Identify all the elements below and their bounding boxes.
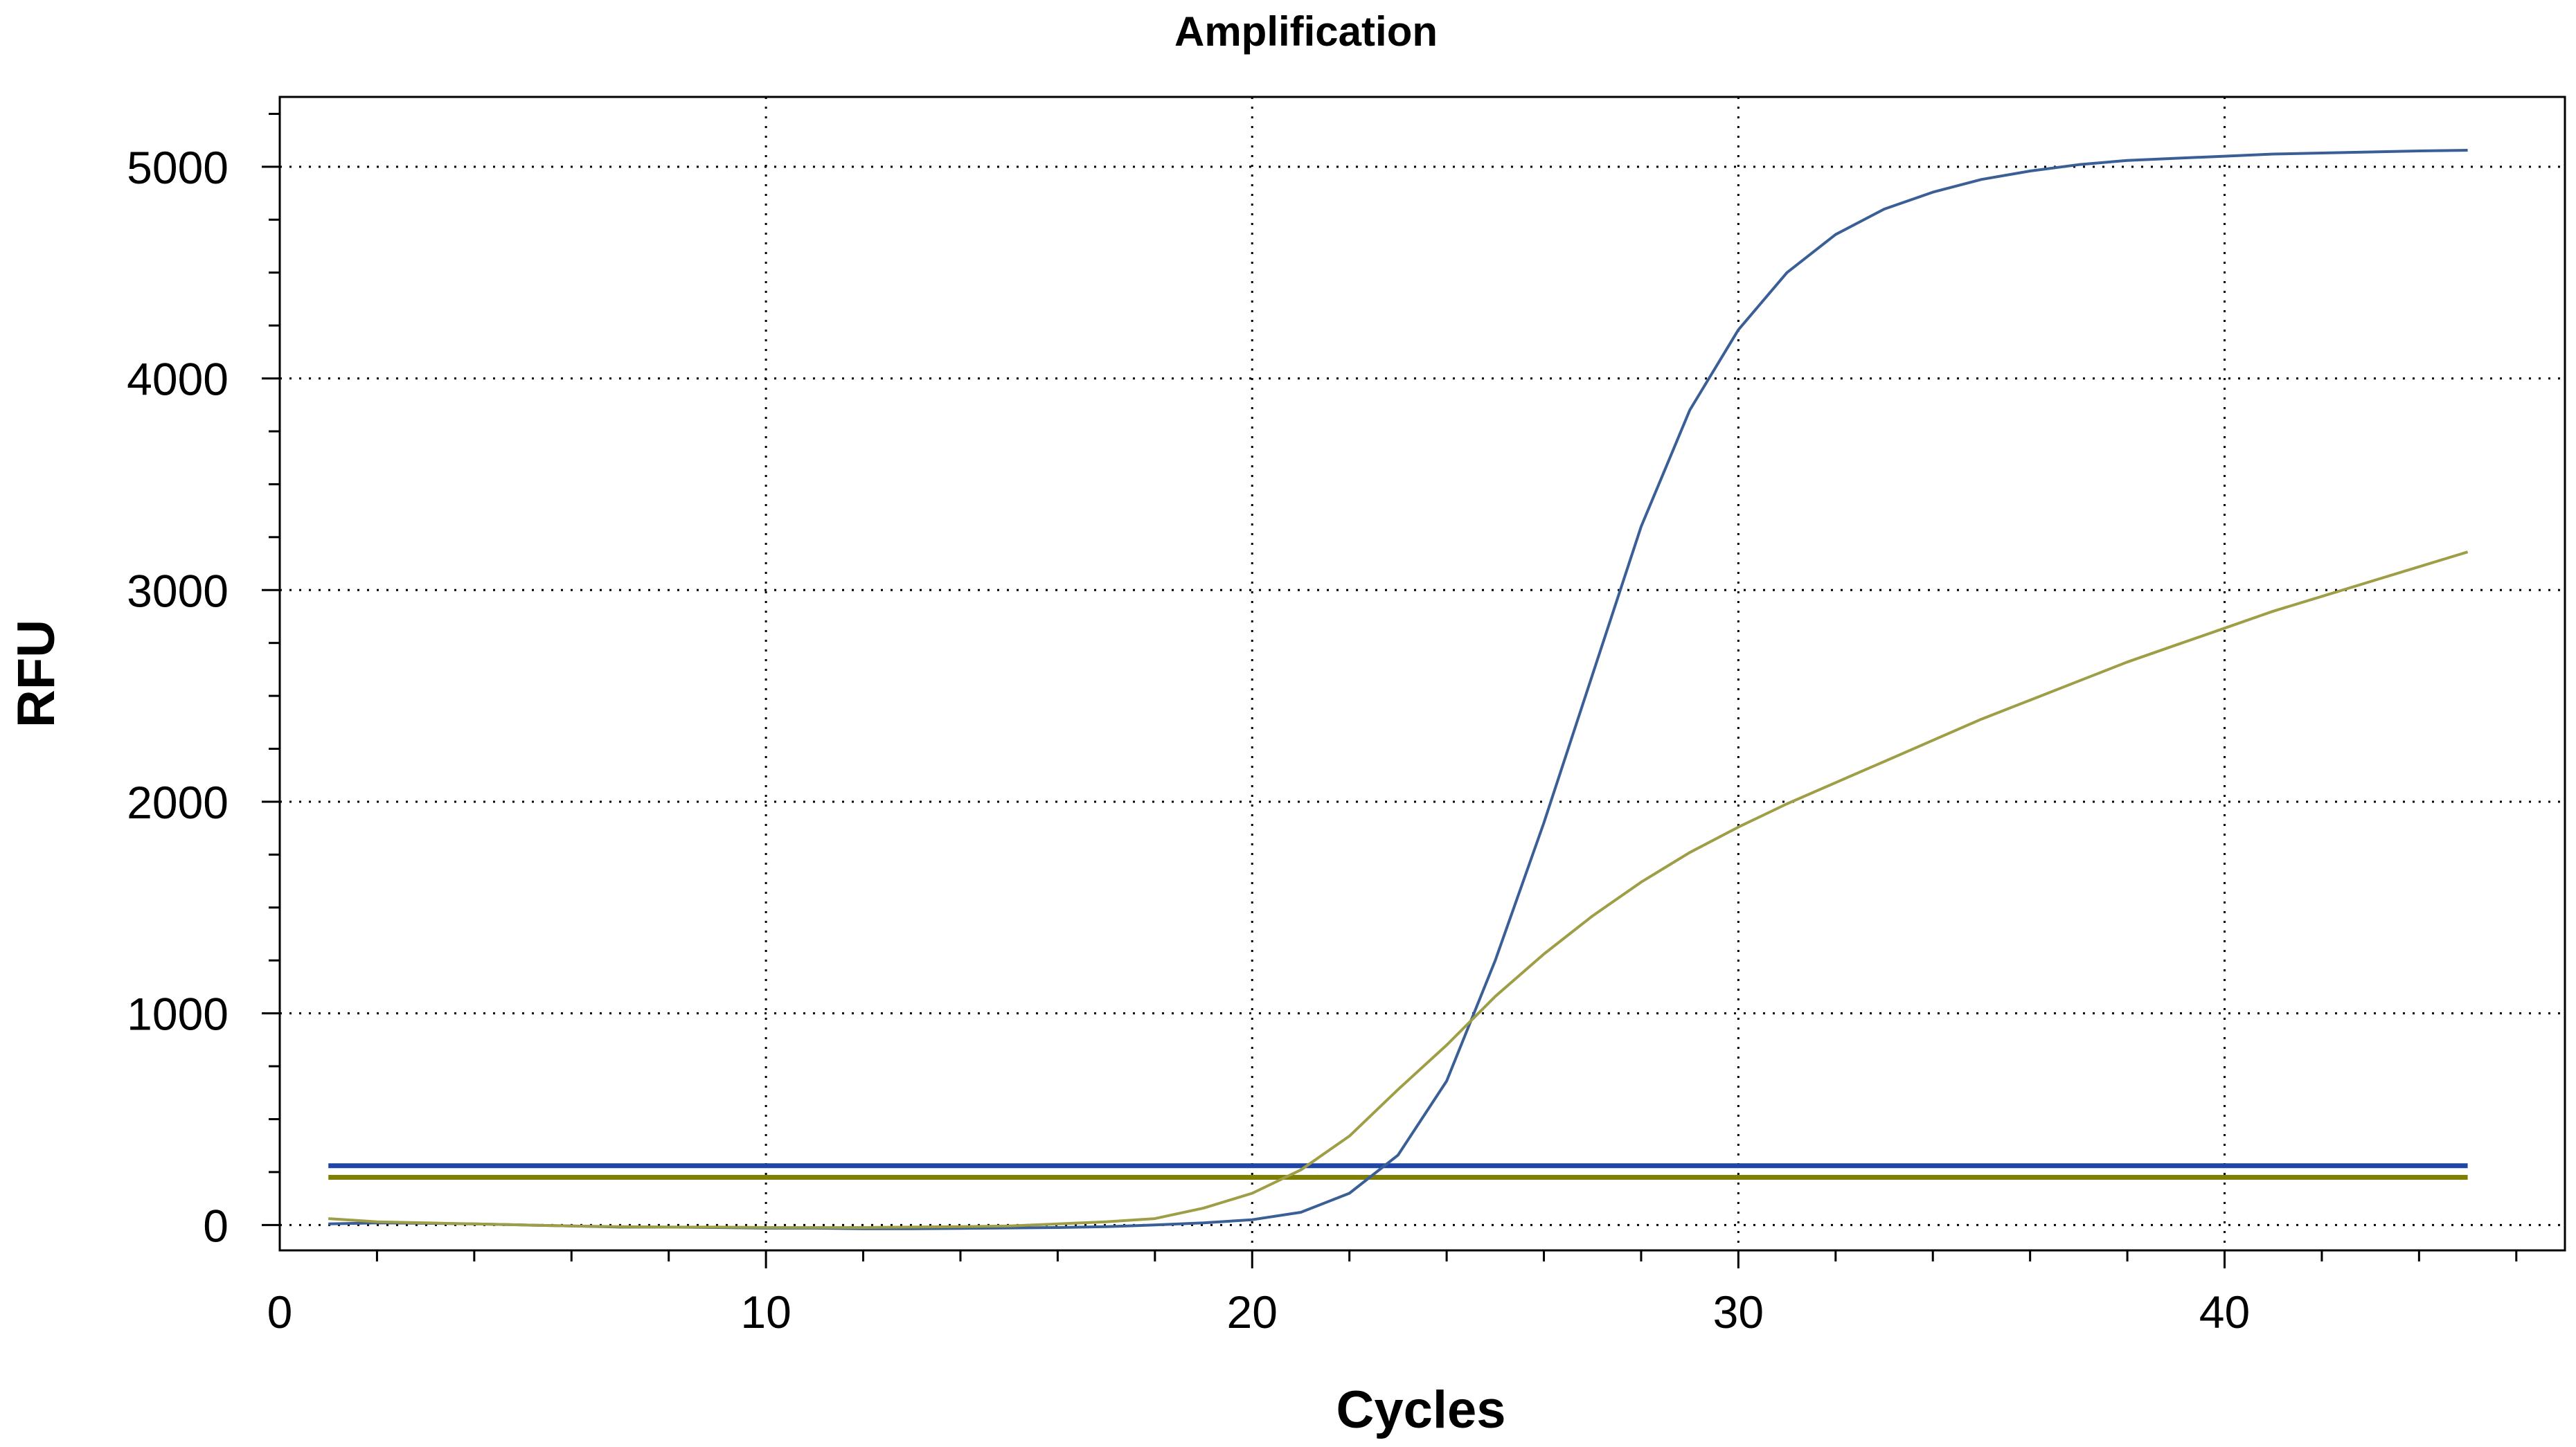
axes: 0 10 20 30 40 0 1000 2000 3000 4000 5000 <box>127 112 2518 1338</box>
y-tick-label: 0 <box>203 1200 229 1251</box>
x-tick-label: 30 <box>1713 1286 1764 1338</box>
x-axis-label: Cycles <box>1336 1381 1505 1439</box>
y-tick-label: 1000 <box>127 989 229 1040</box>
x-tick-label: 10 <box>740 1286 791 1338</box>
threshold-lines[interactable] <box>328 1163 2468 1180</box>
series-lines <box>328 149 2469 1230</box>
amplification-curve <box>328 550 2469 1229</box>
y-tick-label: 3000 <box>127 565 229 616</box>
y-tick-label: 5000 <box>127 142 229 193</box>
plot-frame <box>278 96 2566 1252</box>
y-tick-label: 2000 <box>127 777 229 828</box>
x-tick-label: 20 <box>1227 1286 1278 1338</box>
x-tick-label: 0 <box>267 1286 293 1338</box>
amplification-curve <box>328 149 2468 1230</box>
grid <box>280 97 2565 1250</box>
chart-title: Amplification <box>1174 8 1438 55</box>
y-tick-label: 4000 <box>127 354 229 405</box>
y-axis-label: RFU <box>7 620 66 728</box>
x-tick-label: 40 <box>2199 1286 2250 1338</box>
